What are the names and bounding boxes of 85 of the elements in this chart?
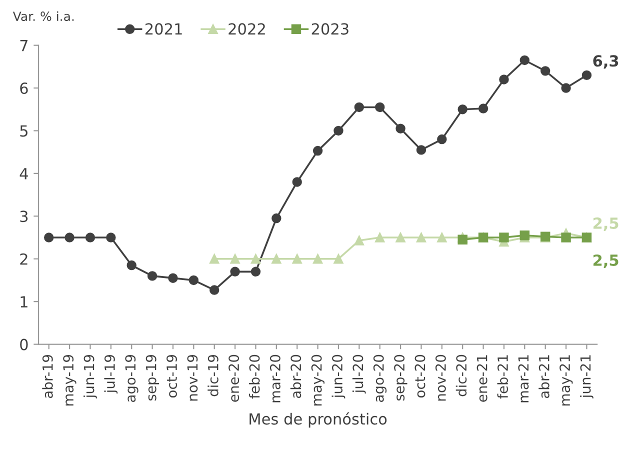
- x-tick-label: jun-20: [332, 354, 346, 398]
- x-tick-label: abr-19: [42, 354, 53, 398]
- legend-label: 2022: [228, 23, 265, 35]
- point: [354, 236, 364, 246]
- point: [147, 271, 158, 281]
- x-tick-label: jul-20: [352, 354, 366, 394]
- x-tick-label: abr-21: [538, 355, 550, 398]
- x-tick-label: dic-20: [456, 354, 467, 396]
- point: [416, 232, 426, 242]
- x-tick-label: jul-19: [104, 354, 118, 394]
- point: [292, 177, 302, 187]
- x-tick-label: jun-19: [84, 354, 97, 398]
- y-tick-label: 4: [20, 168, 28, 180]
- x-tick-label: oct-19: [166, 354, 178, 398]
- point: [354, 102, 364, 112]
- point: [250, 266, 261, 277]
- x-tick-label: ene-20: [228, 354, 240, 402]
- point: [437, 232, 447, 242]
- point: [334, 126, 344, 136]
- y-tick-label: 5: [20, 125, 28, 137]
- x-tick-label: sep-19: [146, 354, 160, 401]
- point: [374, 102, 385, 112]
- x-tick-label: may-21: [560, 355, 573, 406]
- point: [126, 260, 136, 270]
- x-tick-label: abr-20: [290, 354, 302, 398]
- point: [106, 232, 116, 242]
- point: [64, 232, 74, 242]
- y-axis-title: Var. % i.a.: [12, 11, 74, 21]
- point: [209, 285, 220, 295]
- point: [540, 66, 550, 76]
- point: [44, 232, 54, 242]
- point: [374, 232, 385, 242]
- x-tick-label: feb-20: [249, 354, 260, 399]
- y-tick-label: 2: [20, 253, 28, 265]
- y-tick-label: 6: [20, 82, 28, 94]
- x-tick-label: ago-20: [373, 354, 387, 402]
- y-tick-label: 7: [20, 40, 28, 52]
- point: [312, 146, 323, 156]
- point: [168, 273, 178, 283]
- point: [499, 74, 509, 84]
- point: [188, 275, 199, 286]
- point: [292, 254, 302, 264]
- point: [458, 104, 468, 114]
- x-axis-title: Mes de pronóstico: [250, 412, 387, 428]
- point: [312, 254, 323, 264]
- point: [520, 55, 530, 66]
- point: [561, 83, 571, 93]
- x-tick-label: feb-21: [497, 355, 508, 399]
- x-tick-label: dic-19: [208, 354, 218, 396]
- point: [272, 213, 282, 224]
- data-label: 6,3: [593, 55, 618, 69]
- y-tick-label: 3: [20, 210, 28, 222]
- point: [85, 232, 96, 242]
- x-tick-label: sep-20: [394, 354, 408, 401]
- point: [334, 254, 344, 264]
- y-tick-label: 0: [20, 338, 28, 350]
- x-tick-label: mar-20: [270, 354, 280, 402]
- point: [582, 70, 592, 80]
- x-tick-label: nov-19: [187, 354, 198, 401]
- point: [272, 254, 282, 264]
- legend-label: 2023: [312, 23, 348, 35]
- point: [230, 254, 240, 264]
- point: [499, 232, 509, 242]
- x-tick-label: nov-20: [435, 354, 446, 401]
- point: [396, 232, 406, 242]
- point: [458, 234, 468, 244]
- y-tick-label: 1: [20, 296, 28, 308]
- point: [478, 104, 488, 114]
- point: [250, 254, 261, 264]
- point: [396, 124, 406, 134]
- point: [437, 134, 447, 144]
- x-tick-label: may-20: [311, 354, 325, 406]
- data-label: 2,5: [593, 217, 618, 231]
- point: [230, 266, 240, 277]
- x-tick-label: oct-20: [414, 354, 426, 398]
- x-tick-label: ago-19: [125, 354, 138, 402]
- x-tick-label: may-19: [63, 354, 76, 406]
- point: [416, 145, 426, 155]
- x-tick-label: jun-21: [580, 355, 594, 398]
- x-tick-label: ene-21: [476, 355, 488, 402]
- point: [561, 232, 571, 242]
- x-tick-label: mar-21: [518, 355, 529, 402]
- point: [209, 254, 220, 264]
- legend-label: 2021: [145, 23, 182, 35]
- data-label: 2,5: [593, 254, 618, 268]
